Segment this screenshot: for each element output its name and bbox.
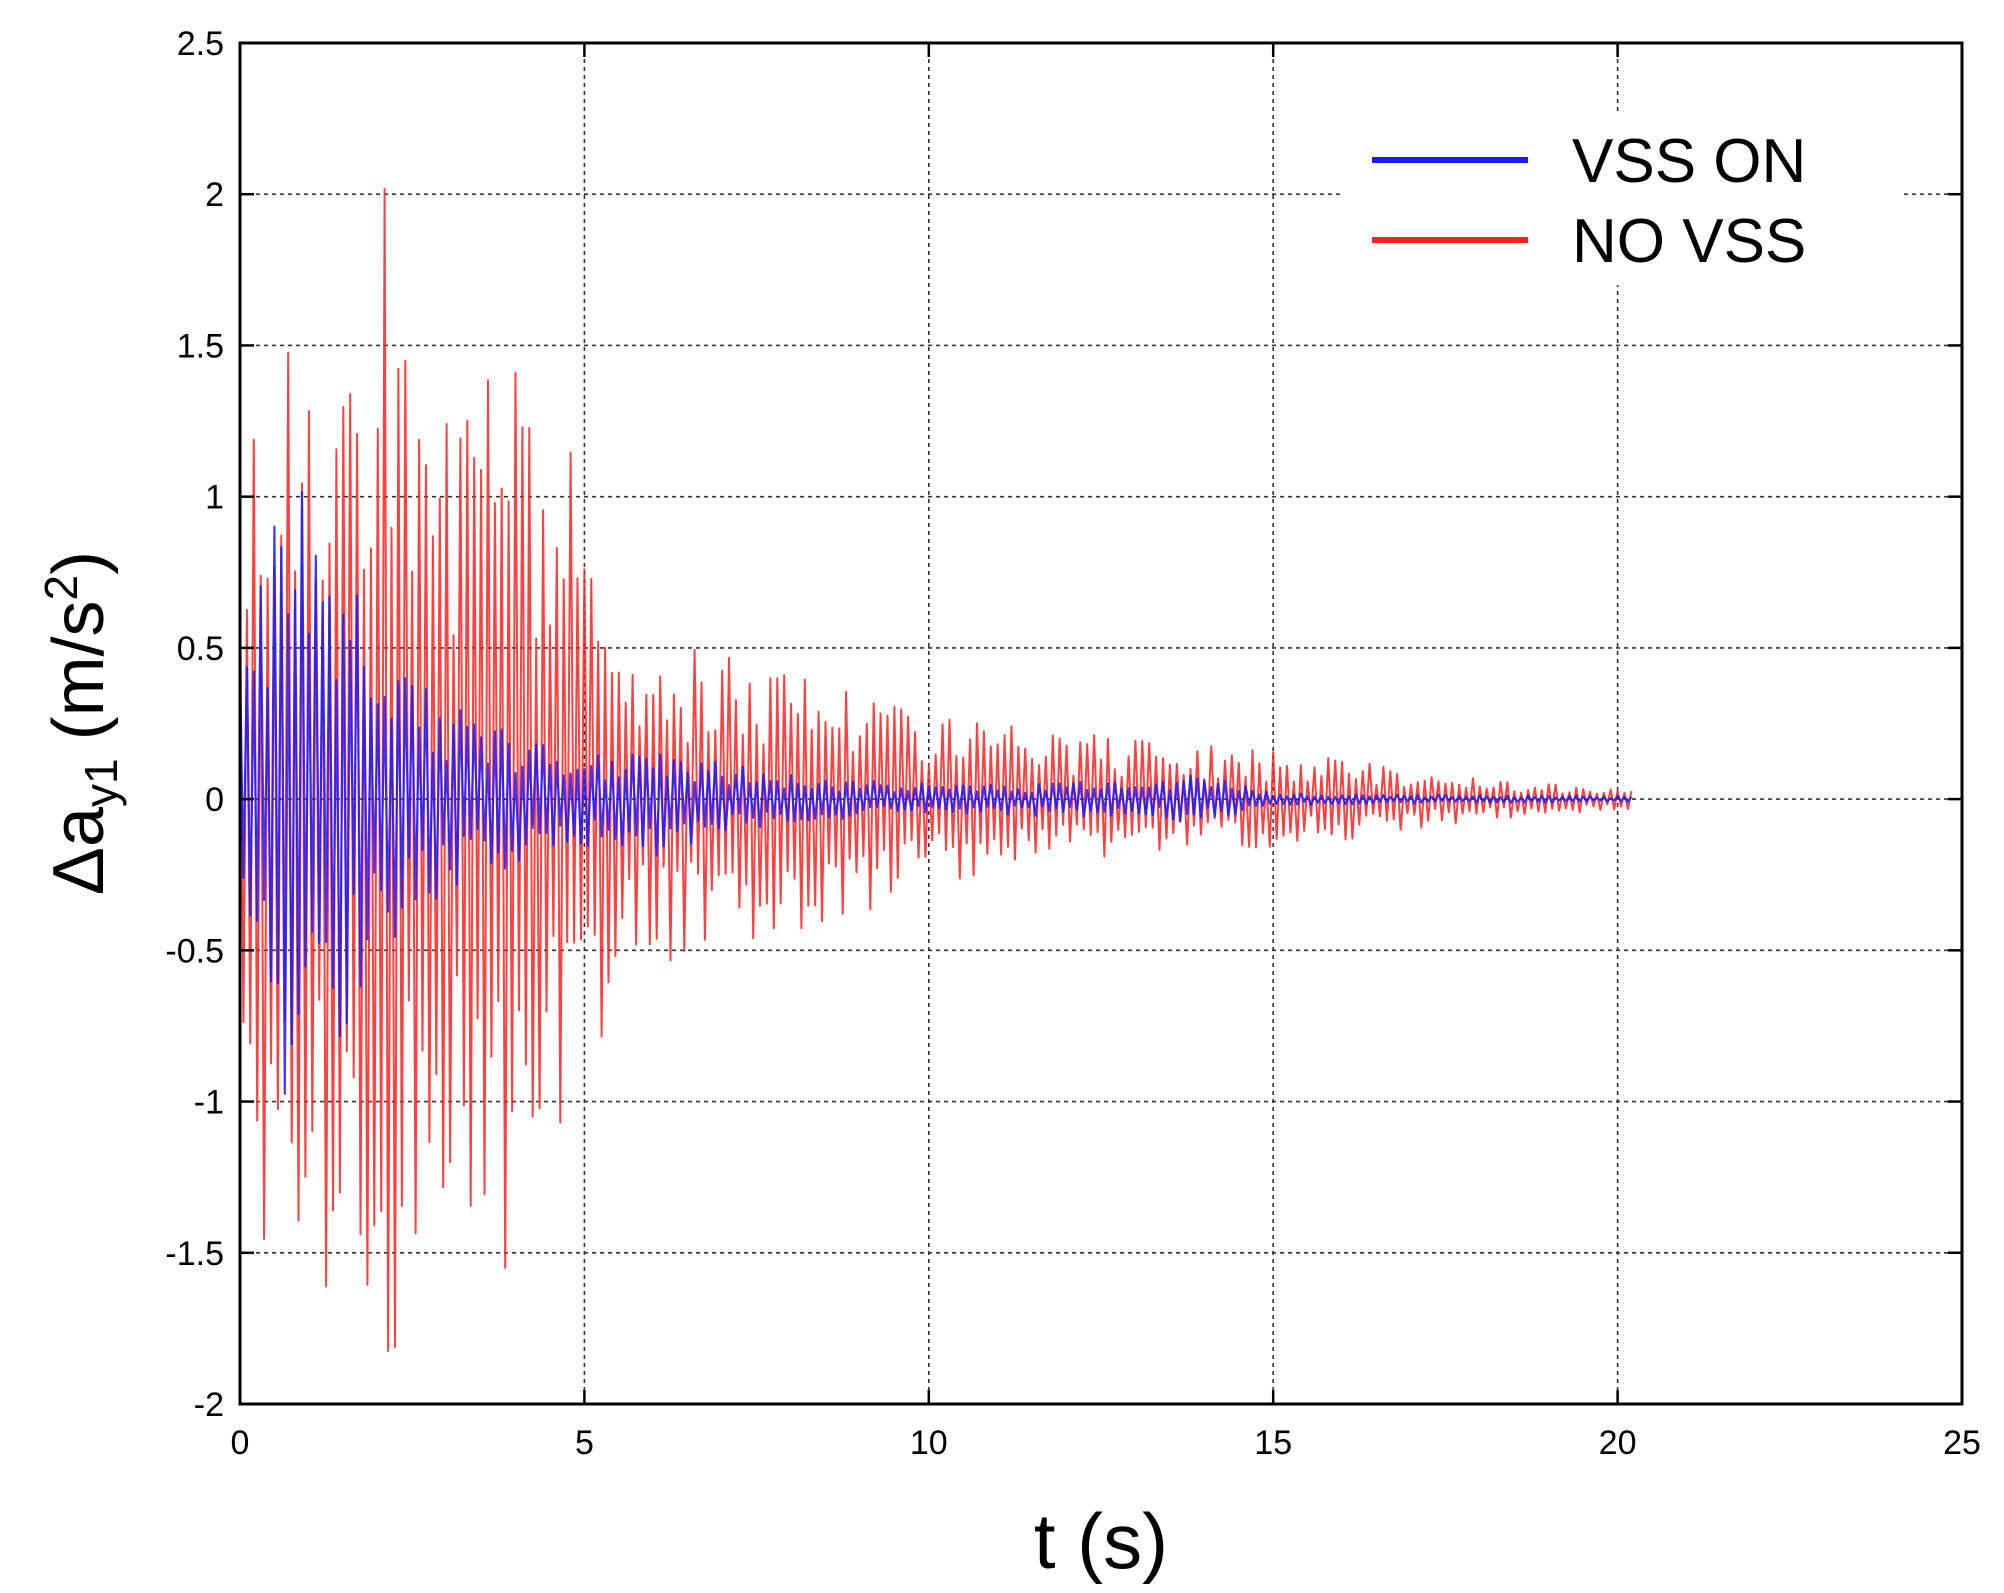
series-line-no-vss [240, 187, 1633, 1352]
y-tick-label: 1 [205, 479, 224, 517]
legend-label-no-vss: NO VSS [1572, 207, 1806, 276]
x-tick-label: 5 [575, 1424, 594, 1462]
legend-label-vss-on: VSS ON [1572, 127, 1806, 196]
legend-box [1340, 115, 1900, 285]
y-axis-title-unit-open: (m/s [39, 600, 119, 740]
legend: VSS ON NO VSS [1340, 115, 1900, 285]
y-tick-label: 0.5 [177, 630, 224, 668]
series-line-vss-on [240, 491, 1633, 1095]
x-axis-title: t (s) [1034, 1497, 1168, 1585]
y-tick-label: 0 [205, 781, 224, 819]
x-tick-label: 15 [1254, 1424, 1292, 1462]
y-axis-title-subscript: y1 [75, 758, 127, 807]
series-group [240, 187, 1633, 1352]
y-axis-title-superscript: 2 [35, 575, 87, 601]
x-tick-label: 0 [231, 1424, 250, 1462]
axis-ticks: 0 5 10 15 20 25 -2 -1.5 -1 -0.5 0 0.5 1 1.5 2 2.5 [165, 25, 1981, 1462]
y-tick-label: -1.5 [165, 1235, 224, 1273]
y-axis-title-unit-close: ) [39, 551, 119, 575]
y-tick-label: -1 [194, 1084, 224, 1122]
y-axis-title: Δay1 (m/s2) [35, 551, 127, 895]
plot-frame [238, 41, 1964, 1406]
y-tick-label: 1.5 [177, 327, 224, 365]
y-tick-label: -0.5 [165, 932, 224, 970]
x-tick-label: 25 [1943, 1424, 1981, 1462]
y-tick-label: -2 [194, 1386, 224, 1424]
y-axis-title-main: Δa [39, 806, 119, 895]
y-tick-label: 2 [205, 176, 224, 214]
x-tick-label: 10 [910, 1424, 948, 1462]
y-tick-label: 2.5 [177, 25, 224, 63]
x-tick-label: 20 [1599, 1424, 1637, 1462]
